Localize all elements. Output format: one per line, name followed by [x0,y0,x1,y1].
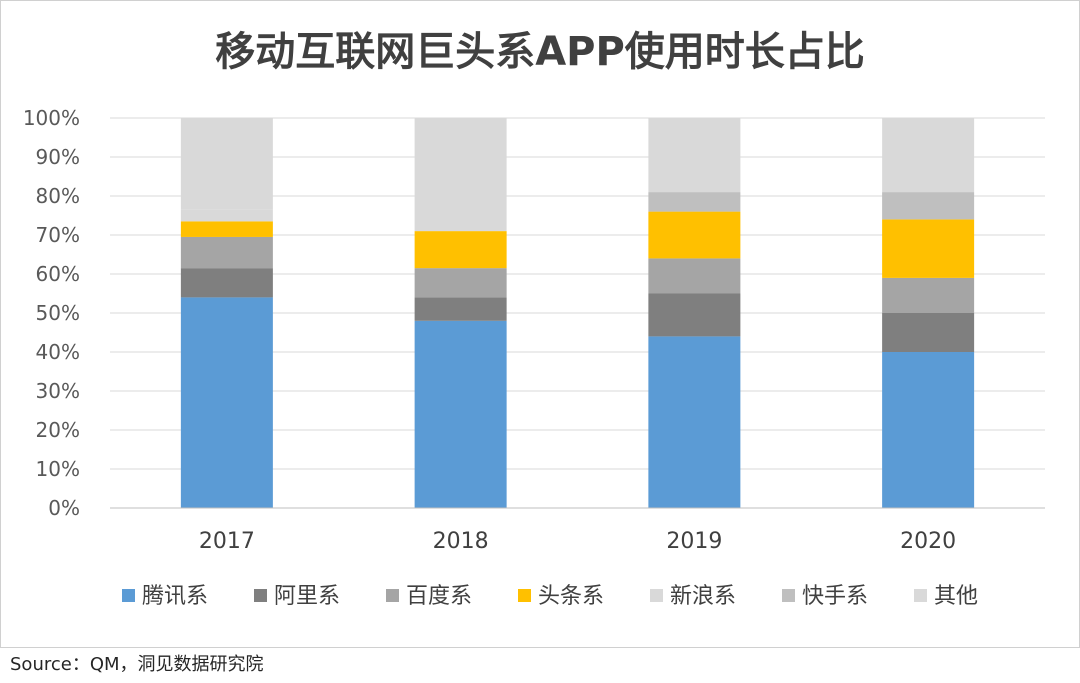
bar-segment [180,268,273,298]
bar-segment [180,118,273,210]
y-tick-label: 80% [36,184,80,208]
x-tick-label: 2018 [433,529,489,554]
bar-segment [180,297,273,508]
legend-swatch [650,589,663,602]
bar-segment [882,277,975,313]
legend-label: 头条系 [538,584,604,609]
legend-swatch [386,589,399,602]
bar-segment [648,293,741,337]
legend: 腾讯系 阿里系 百度系 头条系 新浪系 快手系 其他 [122,584,978,609]
bar-segment [882,192,975,220]
y-tick-label: 100% [23,106,80,130]
legend-label: 阿里系 [274,584,340,609]
y-axis-ticks: 0% 10% 20% 30% 40% 50% 60% 70% 80% 90% 100% [23,106,80,520]
source-note: Source：QM，洞见数据研究院 [10,654,264,675]
bars [180,118,975,508]
y-tick-label: 70% [36,223,80,247]
x-tick-label: 2017 [199,529,255,554]
legend-swatch [782,589,795,602]
legend-swatch [914,589,927,602]
y-tick-label: 20% [36,418,80,442]
bar-segment [648,192,741,212]
legend-label: 百度系 [406,584,472,609]
bar-segment [414,118,507,216]
bar-segment [414,320,507,508]
legend-label: 其他 [934,584,978,609]
x-tick-label: 2019 [666,529,722,554]
x-tick-label: 2020 [900,529,956,554]
legend-label: 快手系 [802,584,868,609]
bar-segment [648,336,741,508]
bar-segment [882,313,975,352]
bar-segment [180,209,273,222]
y-tick-label: 60% [36,262,80,286]
legend-swatch [518,589,531,602]
y-tick-label: 0% [48,496,80,520]
bar-segment [648,211,741,259]
y-tick-label: 40% [36,340,80,364]
bar-segment [648,118,741,193]
legend-swatch [122,589,135,602]
legend-label: 腾讯系 [142,584,208,609]
bar-segment [648,258,741,294]
bar-segment [414,215,507,232]
x-axis-ticks: 2017 2018 2019 2020 [199,529,956,554]
bar-segment [414,297,507,321]
chart-title: 移动互联网巨头系APP使用时长占比 [215,29,865,75]
legend-label: 新浪系 [670,584,736,609]
bar-segment [180,221,273,237]
bar-segment [882,219,975,278]
bar-segment [414,268,507,298]
legend-swatch [254,589,267,602]
y-tick-label: 90% [36,145,80,169]
bar-segment [882,352,975,508]
bar-segment [180,236,273,269]
bar-segment [882,118,975,193]
bar-segment [414,231,507,269]
y-tick-label: 10% [36,457,80,481]
y-tick-label: 30% [36,379,80,403]
y-tick-label: 50% [36,301,80,325]
